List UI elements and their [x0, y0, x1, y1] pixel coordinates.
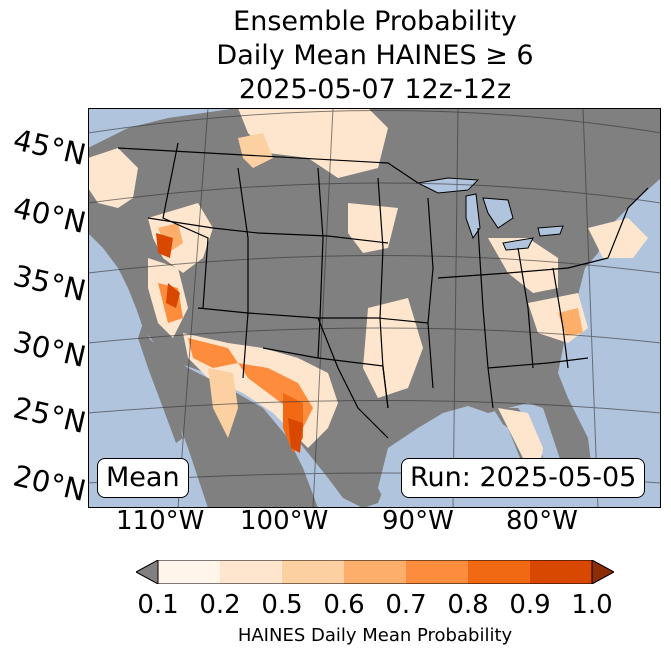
lat-label-45: 45°N — [10, 122, 90, 173]
land-baja — [138, 323, 183, 443]
lat-label-25: 25°N — [10, 390, 90, 441]
colorbar-label: HAINES Daily Mean Probability — [237, 625, 513, 646]
colorbar-segment — [344, 560, 407, 584]
colorbar-segment — [158, 560, 221, 584]
lat-label-30: 30°N — [10, 324, 90, 375]
lon-label-90: 90°W — [382, 506, 454, 536]
colorbar-segment — [282, 560, 345, 584]
lon-label-100: 100°W — [240, 506, 329, 536]
colorbar — [136, 560, 614, 584]
colorbar-tick-label: 0.1 — [137, 590, 179, 620]
colorbar-tick-label: 0.5 — [261, 590, 303, 620]
lon-label-80: 80°W — [506, 506, 578, 536]
lon-label-110: 110°W — [116, 506, 205, 536]
run-date-box: Run: 2025-05-05 — [401, 458, 646, 498]
map-svg — [88, 108, 661, 508]
map-title-line-3: 2025-05-07 12z-12z — [238, 74, 512, 105]
colorbar-tick-label: 0.6 — [323, 590, 365, 620]
colorbar-segment — [530, 560, 593, 584]
map-title-line-1: Ensemble Probability — [233, 6, 517, 37]
colorbar-under-arrow — [136, 560, 159, 584]
colorbar-segment — [406, 560, 469, 584]
colorbar-over-arrow — [591, 560, 614, 584]
mean-box: Mean — [97, 458, 189, 498]
colorbar-tick-label: 0.2 — [199, 590, 241, 620]
colorbar-outline — [157, 560, 593, 584]
colorbar-tick-label: 0.9 — [509, 590, 551, 620]
lat-label-35: 35°N — [10, 258, 90, 309]
colorbar-tick-label: 1.0 — [571, 590, 613, 620]
probability-map — [88, 108, 661, 508]
lat-label-40: 40°N — [10, 190, 90, 241]
great-lakes — [416, 177, 564, 251]
colorbar-segment — [220, 560, 283, 584]
map-title-line-2: Daily Mean HAINES ≥ 6 — [216, 40, 534, 71]
colorbar-segments — [158, 560, 593, 584]
graticule — [88, 108, 661, 508]
lat-label-20: 20°N — [10, 458, 90, 509]
colorbar-tick-label: 0.7 — [385, 590, 427, 620]
state-borders — [117, 142, 649, 439]
colorbar-tick-label: 0.8 — [447, 590, 489, 620]
colorbar-segment — [468, 560, 531, 584]
